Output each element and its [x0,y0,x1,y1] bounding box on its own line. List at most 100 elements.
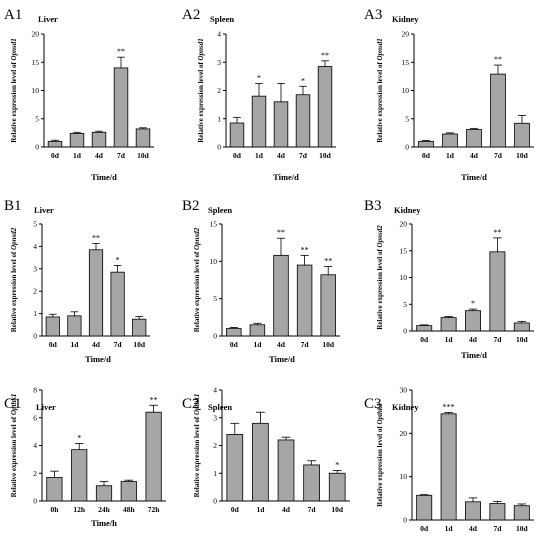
y-tick-label: 4 [213,386,217,395]
y-axis-label: Relative expression level of Opnsd1 [197,38,205,143]
y-tick-label: 5 [33,220,37,229]
y-axis-label-gene: Opthk1 [10,394,18,415]
x-tick-label: 10d [516,524,529,533]
x-tick-label: 0d [420,335,429,344]
bar [416,325,433,332]
x-axis-label: Time/d [269,354,295,364]
y-axis-label-gene: Opthk1 [193,394,201,415]
x-tick-label: 0d [422,151,431,160]
bar [489,503,506,521]
significance-marker: ** [117,47,125,56]
y-axis-label-gene: Opnsd2 [10,227,18,250]
y-tick-label: 3 [213,413,217,422]
y-axis-label: Relative expression level of Opnsd2 [376,225,384,330]
chart-panel-a1: A1 Liver Relative expression level of Opns… [4,7,154,182]
x-tick-label: 7d [114,340,123,349]
y-tick-label: 0 [217,143,221,152]
y-axis-label: Relative expression level of Opnsd1 [10,38,18,143]
x-tick-label: 0d [230,340,239,349]
bar [513,505,530,521]
y-tick-label: 5 [213,294,217,303]
bar [47,140,63,148]
chart-panel-c1: C1 Liver Relative expression level of Opth… [4,386,166,528]
panel-label: C2 [182,396,200,412]
significance-marker: * [116,255,120,264]
y-axis-label-prefix: Relative expression level of [10,415,18,497]
y-tick-label: 2 [213,441,217,450]
x-tick-label: 4d [92,340,101,349]
panel-label: B1 [4,198,22,214]
x-tick-label: 7d [493,335,502,344]
chart-title: Liver [38,14,58,24]
x-tick-label: 10d [319,151,332,160]
x-tick-label: 7d [494,151,503,160]
y-axis-label-gene: Opnsd2 [376,225,384,248]
y-tick-label: 10 [402,86,410,95]
bar [46,477,63,502]
y-tick-label: 2 [217,86,221,95]
x-tick-label: 10d [516,335,529,344]
bar [252,422,269,502]
x-tick-label: 10d [133,340,146,349]
y-axis-label-prefix: Relative expression level of [376,425,384,507]
panel-label: B3 [364,198,382,214]
chart-title: Kidney [392,402,419,412]
y-tick-label: 4 [33,242,37,251]
bar [69,133,85,148]
significance-marker: ** [301,245,309,254]
y-tick-label: 1 [217,114,221,123]
y-tick-label: 10 [32,86,40,95]
x-tick-label: 4d [469,335,478,344]
x-tick-label: 24h [98,505,111,514]
x-tick-label: 10d [331,505,344,514]
significance-marker: ** [493,228,501,237]
bar [67,315,82,337]
y-axis-label: Relative expression level of Opthk1 [10,394,18,498]
y-axis-label-prefix: Relative expression level of [10,60,18,142]
y-axis-label-gene: Opnsd1 [197,38,205,60]
y-axis-label: Relative expression level of Opthk1 [376,403,384,507]
y-tick-label: 0 [403,516,407,525]
y-axis-label: Relative expression level of Opthk1 [193,394,201,498]
x-tick-label: 1d [445,524,454,533]
y-tick-label: 2 [33,287,37,296]
chart-panel-c2: C2 Spleen Relative expression level of Opt… [182,386,350,514]
x-tick-label: 10d [516,151,529,160]
y-tick-label: 0 [405,143,409,152]
y-tick-label: 8 [33,386,37,395]
y-tick-label: 10 [400,472,408,481]
bar [418,140,434,148]
x-axis-label: Time/d [273,172,299,182]
y-tick-label: 0 [35,143,39,152]
chart-panel-b3: B3 Kidney Relative expression level of Opn… [364,198,534,360]
significance-marker: * [301,76,305,85]
y-tick-label: 15 [32,58,40,67]
panel-label: A1 [4,7,22,23]
y-tick-label: 6 [33,413,37,422]
bar [514,122,530,148]
x-tick-label: 1d [445,335,454,344]
x-tick-label: 10d [137,151,150,160]
bar [226,328,242,337]
y-tick-label: 3 [217,58,221,67]
bar [45,316,60,337]
y-tick-label: 0 [213,497,217,506]
x-tick-label: 0d [420,524,429,533]
y-axis-label-prefix: Relative expression level of [197,60,205,142]
y-tick-label: 1 [33,309,37,318]
bar [277,439,295,502]
y-tick-label: 15 [402,58,410,67]
x-tick-label: 4d [469,524,478,533]
chart-panel-a3: A3 Kidney Relative expression level of Opn… [364,7,534,182]
bar [120,481,137,502]
panel-label: B2 [182,198,200,214]
panel-label: A3 [364,7,382,23]
y-tick-label: 20 [400,220,408,229]
bar [303,464,320,502]
bar [273,101,289,148]
bar [135,128,151,148]
x-tick-label: 12h [73,505,86,514]
bar [328,472,346,502]
x-tick-label: 4d [95,151,104,160]
